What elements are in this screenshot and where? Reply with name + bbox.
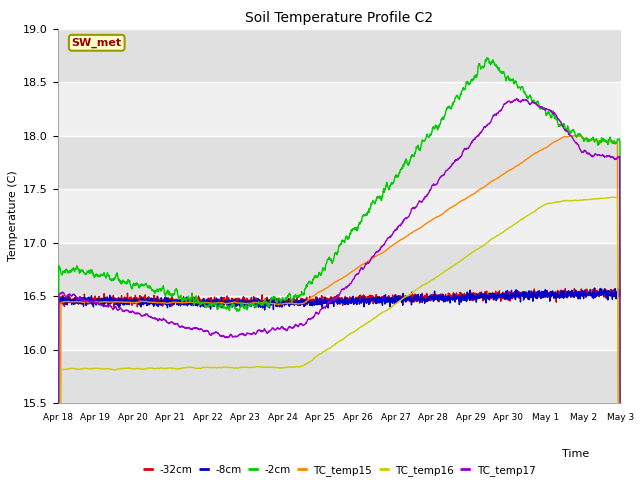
Bar [58, 296, 621, 350]
Bar [58, 136, 621, 189]
TC_temp16 [328, 345, 335, 350]
-32cm [313, 294, 321, 300]
-32cm [601, 286, 609, 292]
-8cm [600, 289, 608, 295]
Bar [58, 29, 621, 82]
-8cm [617, 292, 625, 298]
Line: TC_temp15: TC_temp15 [58, 136, 621, 480]
-8cm [261, 307, 269, 313]
TC_temp15 [83, 299, 90, 305]
TC_temp15 [497, 173, 505, 179]
Bar [58, 243, 621, 296]
TC_temp17 [497, 108, 505, 113]
Line: -32cm: -32cm [58, 288, 621, 309]
Text: SW_met: SW_met [72, 37, 122, 48]
-32cm [54, 297, 61, 302]
TC_temp17 [83, 297, 90, 303]
-2cm [328, 259, 335, 265]
-2cm [483, 55, 491, 60]
TC_temp15 [600, 138, 608, 144]
-32cm [497, 294, 505, 300]
TC_temp17 [600, 154, 608, 160]
-32cm [83, 298, 90, 304]
-2cm [497, 70, 505, 76]
Legend: -32cm, -8cm, -2cm, TC_temp15, TC_temp16, TC_temp17: -32cm, -8cm, -2cm, TC_temp15, TC_temp16,… [139, 461, 540, 480]
-32cm [617, 288, 625, 294]
Line: -8cm: -8cm [58, 288, 621, 310]
-32cm [328, 294, 335, 300]
-32cm [601, 286, 609, 291]
-2cm [600, 137, 608, 143]
-32cm [591, 285, 598, 291]
TC_temp15 [328, 282, 335, 288]
TC_temp16 [609, 194, 617, 200]
TC_temp15 [570, 133, 578, 139]
-8cm [54, 299, 61, 305]
Bar [58, 189, 621, 243]
-8cm [601, 289, 609, 295]
TC_temp16 [313, 354, 321, 360]
Title: Soil Temperature Profile C2: Soil Temperature Profile C2 [245, 11, 433, 25]
Line: TC_temp16: TC_temp16 [58, 197, 621, 480]
-8cm [614, 285, 621, 291]
-8cm [328, 298, 335, 303]
TC_temp17 [601, 153, 609, 159]
TC_temp16 [497, 230, 505, 236]
Line: TC_temp17: TC_temp17 [58, 98, 621, 480]
Text: Time: Time [561, 449, 589, 459]
TC_temp15 [601, 138, 609, 144]
TC_temp16 [600, 195, 608, 201]
Bar [58, 82, 621, 136]
Line: -2cm: -2cm [58, 58, 621, 480]
Bar [58, 350, 621, 403]
-32cm [110, 306, 118, 312]
TC_temp17 [313, 310, 321, 315]
TC_temp17 [328, 297, 335, 303]
TC_temp17 [513, 96, 520, 101]
TC_temp15 [313, 291, 321, 297]
-2cm [601, 137, 609, 143]
-2cm [83, 272, 90, 277]
TC_temp16 [83, 365, 90, 371]
-8cm [83, 302, 90, 308]
TC_temp16 [600, 195, 608, 201]
-2cm [313, 274, 321, 280]
-8cm [497, 293, 505, 299]
-8cm [313, 296, 321, 301]
Y-axis label: Temperature (C): Temperature (C) [8, 170, 17, 262]
